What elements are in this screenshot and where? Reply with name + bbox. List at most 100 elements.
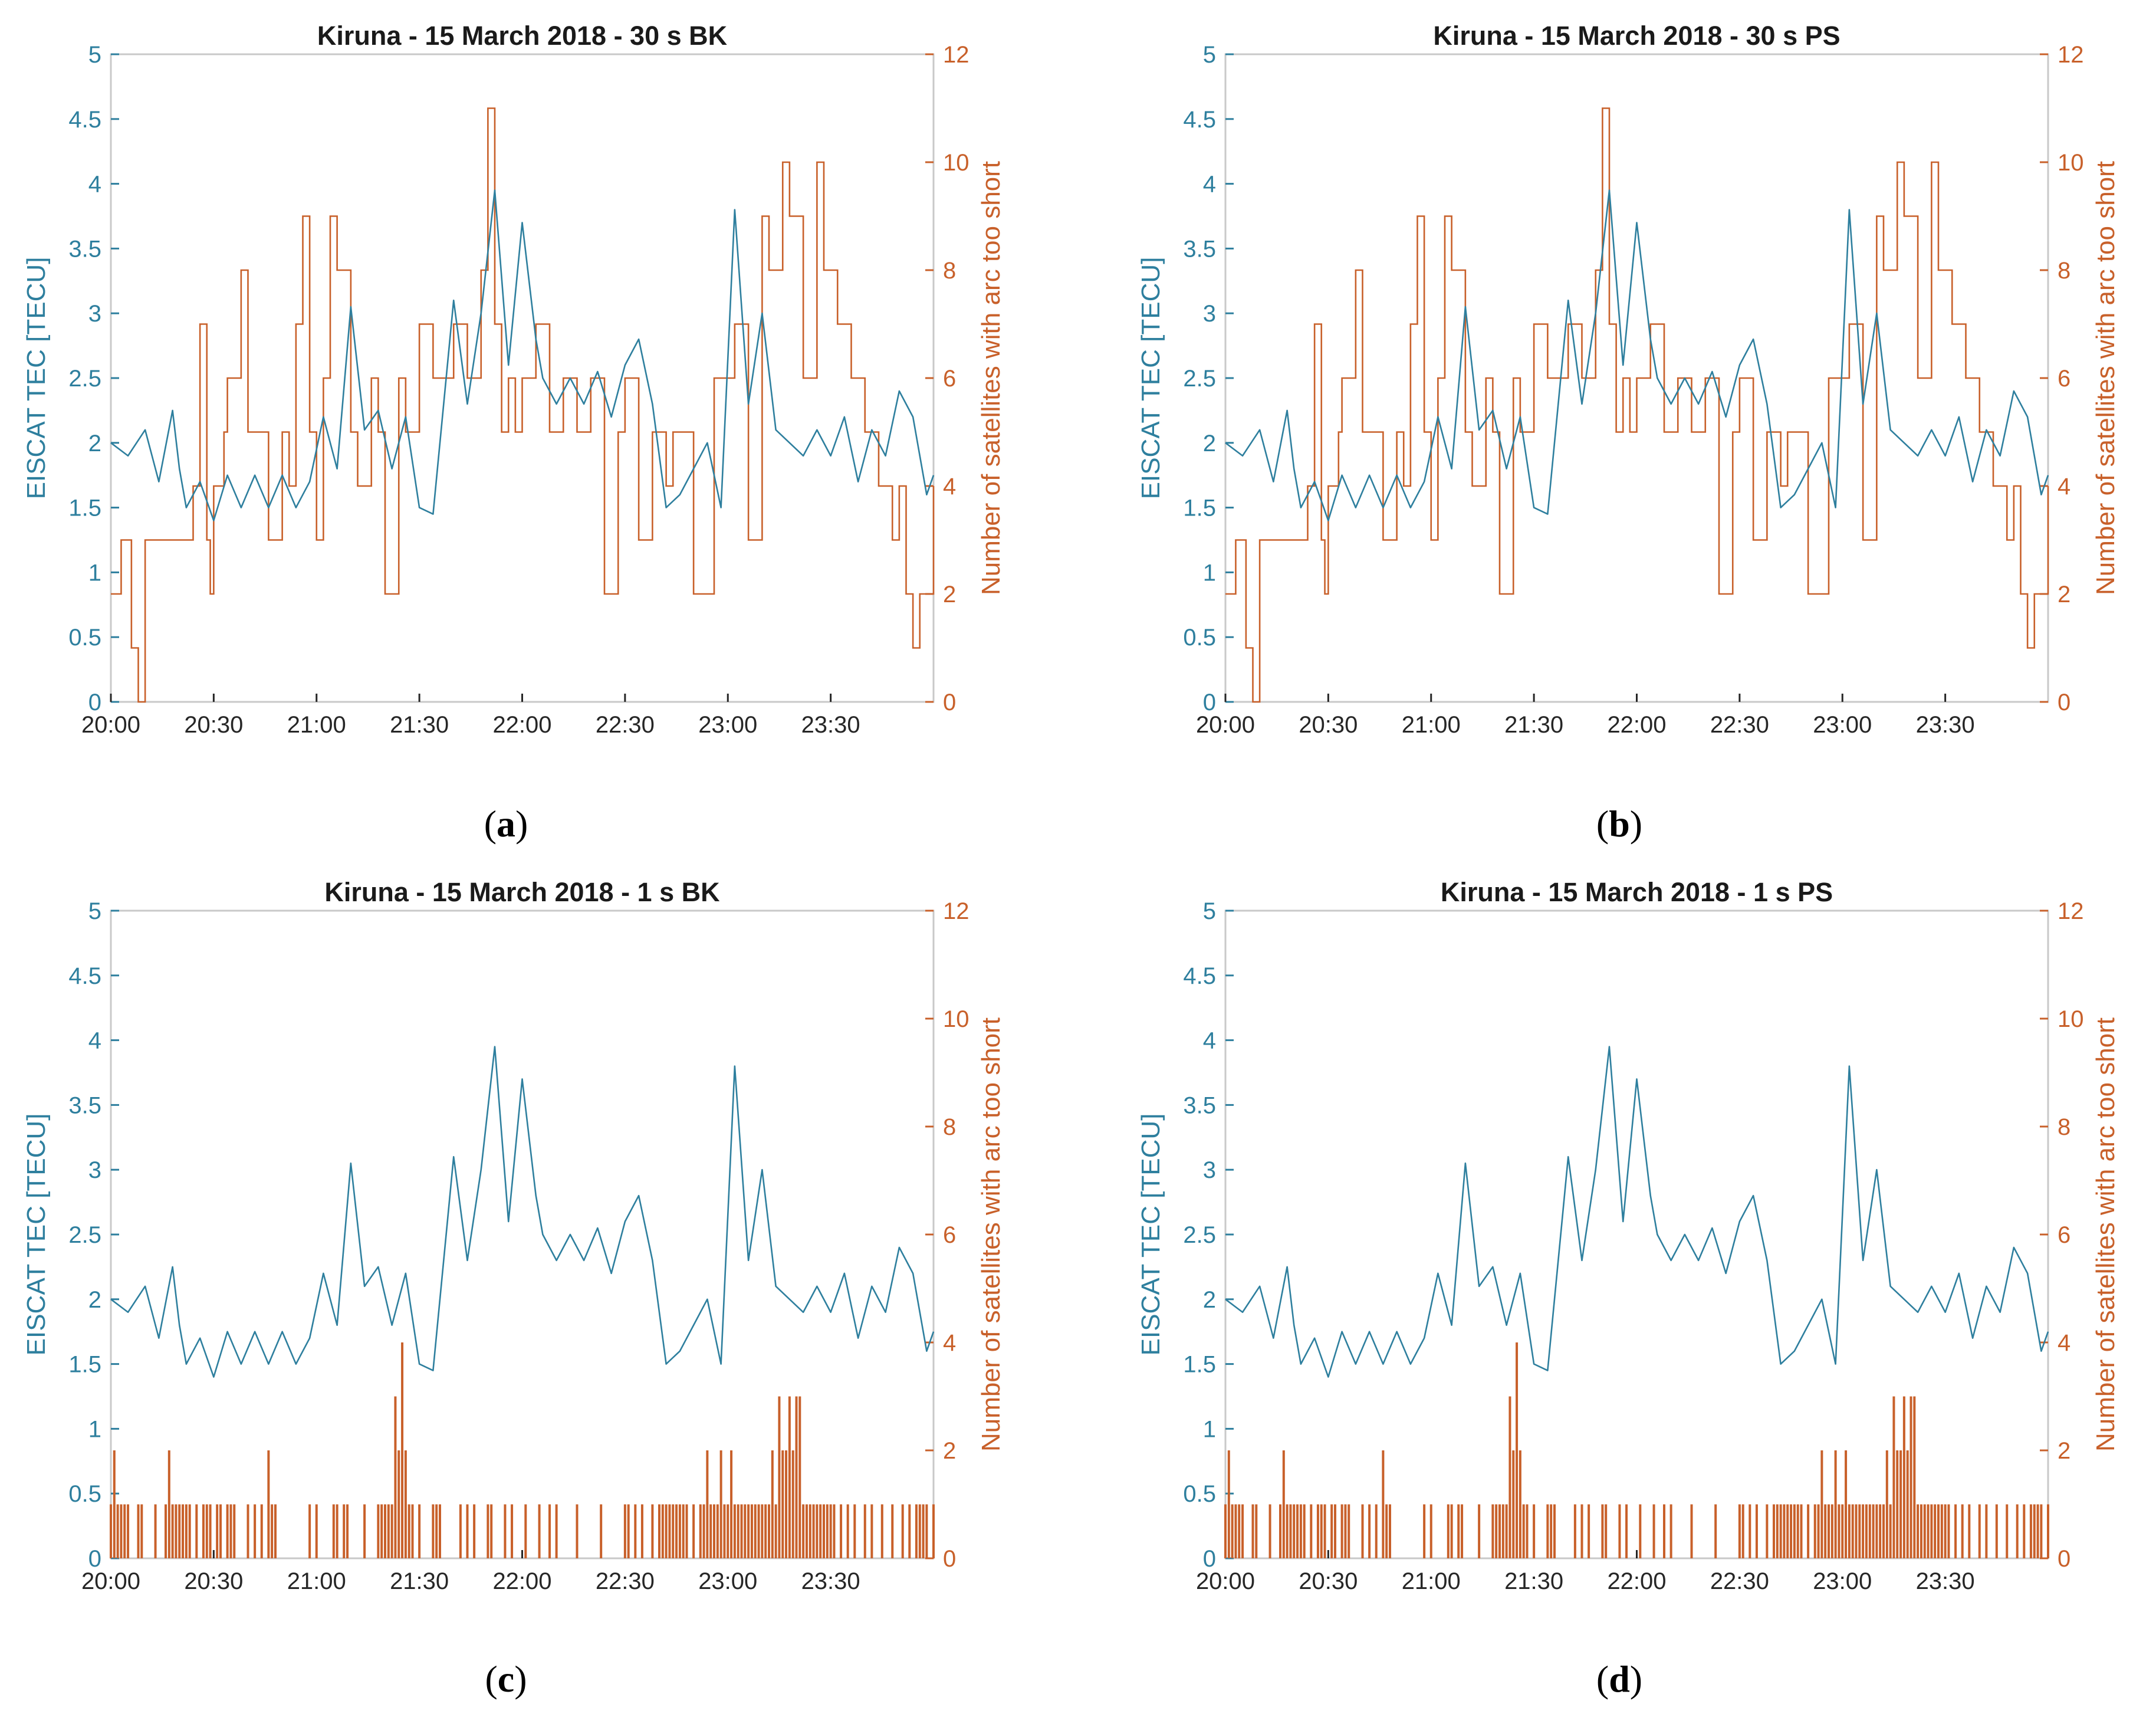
x-tick-label: 20:30: [1299, 1568, 1358, 1594]
y-tick-label: 1: [1203, 560, 1216, 586]
y-tick-label: 2: [1203, 431, 1216, 457]
y-tick-label: 4: [88, 172, 101, 198]
y-tick-label: 2.5: [1183, 366, 1216, 392]
x-tick-label: 21:30: [1504, 1568, 1563, 1594]
x-tick-label: 21:00: [287, 712, 346, 738]
y-tick-label: 3.5: [1183, 1092, 1216, 1118]
x-tick-label: 20:00: [81, 712, 140, 738]
y-tick-label: 4: [88, 1028, 101, 1054]
caption-b: (b): [1560, 802, 1678, 846]
y2-tick-label: 4: [943, 474, 956, 500]
tec-series-line: [110, 189, 935, 521]
y2-axis-label: Number of satellites with arc too short: [2091, 1017, 2120, 1452]
x-tick-label: 22:00: [492, 1568, 551, 1594]
chart-svg-b: Kiruna - 15 March 2018 - 30 s PS 0 0.5 1 1.5…: [1136, 21, 2120, 738]
x-tick-label: 20:30: [184, 1568, 243, 1594]
y-tick-label: 1: [88, 1416, 101, 1442]
y-tick-label: 4.5: [68, 963, 101, 989]
x-tick-label: 21:00: [1402, 1568, 1461, 1594]
x-tick-label: 23:30: [1916, 712, 1975, 738]
y2-tick-label: 6: [2058, 366, 2070, 392]
y2-tick-label: 4: [2058, 1330, 2070, 1356]
chart-panel-b: Kiruna - 15 March 2018 - 30 s PS 0 0.5 1 1.5…: [1115, 0, 2156, 790]
y-tick-label: 3: [88, 301, 101, 327]
caption-open: (: [484, 803, 497, 845]
y2-tick-label: 10: [943, 1006, 969, 1032]
y2-tick-label: 12: [2058, 42, 2084, 68]
caption-letter: b: [1609, 803, 1630, 845]
y2-tick-label: 0: [943, 1546, 956, 1572]
x-tick-label: 23:30: [1916, 1568, 1975, 1594]
caption-close: ): [1629, 1658, 1643, 1700]
x-tick-label: 23:00: [1813, 1568, 1872, 1594]
y-tick-label: 0: [88, 1546, 101, 1572]
x-tick-label: 20:00: [1196, 1568, 1255, 1594]
y-tick-label: 1.5: [1183, 495, 1216, 521]
satellite-series-line: [111, 107, 935, 703]
y-tick-label: 2.5: [68, 1222, 101, 1248]
y-axis-label: EISCAT TEC [TECU]: [1136, 257, 1165, 500]
chart-svg-a: Kiruna - 15 March 2018 - 30 s BK 0 0.5 1 1.5…: [22, 21, 1005, 738]
caption-letter: a: [497, 803, 515, 845]
caption-close: ): [515, 803, 528, 845]
caption-open: (: [1596, 803, 1609, 845]
y2-tick-label: 10: [943, 150, 969, 176]
y2-tick-label: 10: [2058, 150, 2084, 176]
chart-title: Kiruna - 15 March 2018 - 1 s PS: [1441, 877, 1833, 907]
caption-d: (d): [1560, 1657, 1678, 1701]
x-tick-label: 20:00: [81, 1568, 140, 1594]
caption-close: ): [1629, 803, 1643, 845]
y2-tick-label: 2: [943, 582, 956, 608]
y-tick-label: 0.5: [68, 1481, 101, 1507]
chart-title: Kiruna - 15 March 2018 - 30 s PS: [1433, 21, 1840, 51]
y2-axis-label: Number of satellites with arc too short: [977, 1017, 1005, 1452]
y-tick-label: 1.5: [68, 1352, 101, 1378]
y2-tick-label: 8: [943, 258, 956, 284]
x-tick-label: 23:00: [698, 712, 757, 738]
x-tick-label: 22:30: [596, 1568, 655, 1594]
y-tick-label: 1: [88, 560, 101, 586]
y2-tick-label: 2: [2058, 582, 2070, 608]
caption-c: (c): [447, 1657, 565, 1701]
y2-tick-label: 8: [943, 1114, 956, 1140]
y-tick-label: 0.5: [68, 625, 101, 651]
chart-svg-d: Kiruna - 15 March 2018 - 1 s PS 0 0.5 1 1.5 2…: [1136, 877, 2120, 1594]
y2-axis-label: Number of satellites with arc too short: [977, 161, 1005, 595]
x-tick-label: 22:30: [1710, 712, 1769, 738]
x-tick-label: 21:30: [1504, 712, 1563, 738]
y-tick-label: 5: [88, 42, 101, 68]
y2-tick-label: 12: [943, 898, 969, 924]
y-tick-label: 3: [1203, 301, 1216, 327]
plot-frame: [1224, 910, 2049, 1559]
y2-tick-label: 12: [2058, 898, 2084, 924]
x-tick-label: 22:00: [1607, 712, 1666, 738]
y2-tick-label: 6: [943, 1222, 956, 1248]
y2-axis-label: Number of satellites with arc too short: [2091, 161, 2120, 595]
y-tick-label: 3: [88, 1157, 101, 1183]
y-tick-label: 2: [1203, 1287, 1216, 1313]
caption-open: (: [485, 1658, 498, 1700]
x-tick-label: 20:30: [1299, 712, 1358, 738]
tec-series-line: [1225, 189, 2049, 521]
y-tick-label: 3.5: [68, 236, 101, 262]
y-tick-label: 4: [1203, 1028, 1216, 1054]
y-tick-label: 2: [88, 431, 101, 457]
chart-svg-c: Kiruna - 15 March 2018 - 1 s BK 0 0.5 1 1.5 2…: [22, 877, 1005, 1594]
chart-title: Kiruna - 15 March 2018 - 1 s BK: [324, 877, 720, 907]
x-tick-label: 21:30: [390, 1568, 449, 1594]
y2-tick-label: 10: [2058, 1006, 2084, 1032]
y2-tick-label: 2: [943, 1438, 956, 1464]
y-axis-label: EISCAT TEC [TECU]: [22, 1114, 51, 1356]
x-tick-label: 21:00: [287, 1568, 346, 1594]
chart-panel-d: Kiruna - 15 March 2018 - 1 s PS 0 0.5 1 1.5 2…: [1115, 856, 2156, 1647]
y-tick-label: 4.5: [1183, 963, 1216, 989]
plot-frame: [110, 910, 935, 1559]
y2-tick-label: 2: [2058, 1438, 2070, 1464]
y-tick-label: 0: [1203, 690, 1216, 715]
chart-panel-c: Kiruna - 15 March 2018 - 1 s BK 0 0.5 1 1.5 2…: [0, 856, 1078, 1647]
caption-letter: d: [1609, 1658, 1630, 1700]
y-tick-label: 4.5: [1183, 107, 1216, 133]
caption-letter: c: [497, 1658, 515, 1700]
y-tick-label: 4.5: [68, 107, 101, 133]
x-tick-label: 23:00: [698, 1568, 757, 1594]
